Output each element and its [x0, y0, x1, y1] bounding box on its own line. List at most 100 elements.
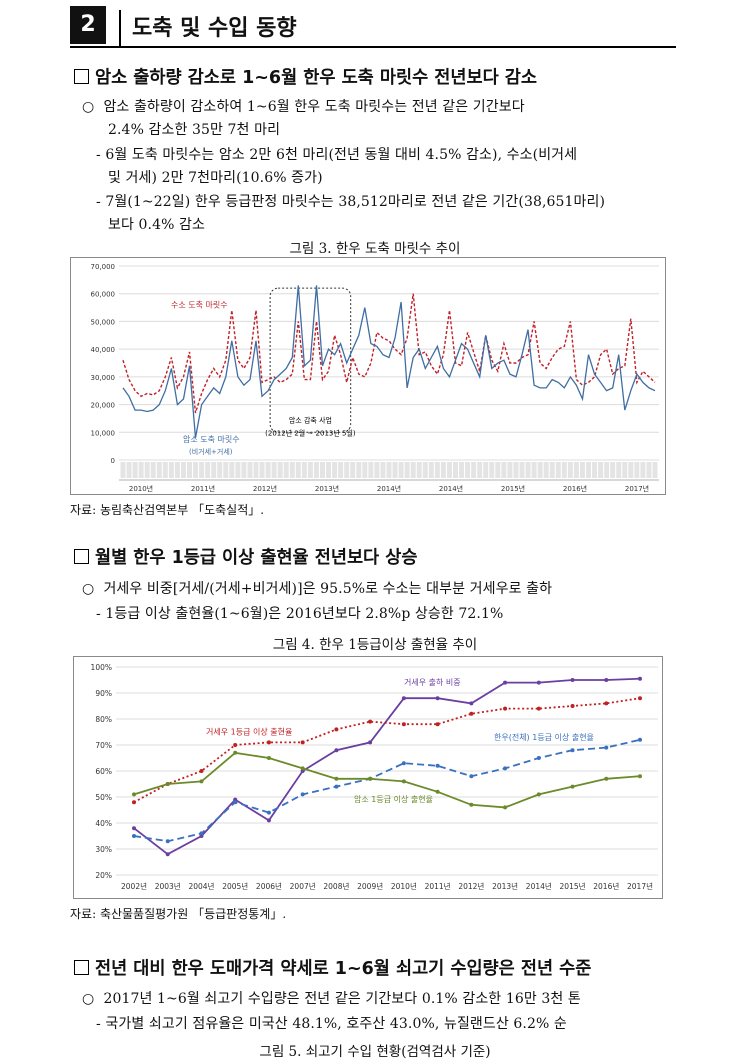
- data-point: [570, 748, 575, 753]
- y-tick-label: 20,000: [91, 402, 116, 410]
- data-point: [435, 789, 440, 794]
- data-point: [401, 779, 406, 784]
- x-tick-label: [579, 462, 585, 478]
- x-tick-label: 2016년: [593, 881, 619, 891]
- x-tick-label: [434, 462, 440, 478]
- series-label: (비거세+거세): [189, 447, 233, 456]
- data-point: [570, 678, 575, 682]
- x-tick-label: [193, 462, 199, 478]
- x-tick-label: [459, 462, 465, 478]
- data-point: [132, 792, 136, 797]
- x-tick-label: [156, 462, 162, 478]
- year-label: 2013년: [315, 484, 339, 493]
- annotation-label: 암소 감축 사업: [289, 416, 332, 425]
- data-point: [435, 696, 440, 701]
- data-point: [199, 831, 204, 836]
- x-tick-label: [277, 462, 283, 478]
- x-tick-label: 2004년: [188, 881, 214, 891]
- x-tick-label: [453, 462, 458, 478]
- x-tick-label: [465, 462, 471, 478]
- x-tick-label: [519, 462, 525, 478]
- y-tick-label: 80%: [95, 715, 112, 724]
- year-label: 2011년: [191, 484, 215, 493]
- figure-source: 자료: 농림축산검역본부 「도축실적」.: [70, 503, 265, 517]
- x-tick-label: [326, 462, 332, 478]
- annotation-box: [269, 287, 352, 433]
- x-tick-label: [622, 462, 628, 478]
- checkbox-square-icon: [74, 69, 89, 84]
- x-tick-label: [567, 462, 573, 478]
- x-tick-label: [646, 462, 652, 478]
- series-label: 암소 1등급 이상 출현율: [354, 794, 433, 804]
- data-point: [604, 701, 609, 706]
- x-tick-label: [483, 462, 489, 478]
- section-header: 2 도축 및 수입 동향: [70, 6, 676, 48]
- section-number: 2: [70, 6, 106, 44]
- x-tick-label: [640, 462, 646, 478]
- x-tick-label: [301, 462, 307, 478]
- x-tick-label: [537, 462, 543, 478]
- x-tick-label: [247, 462, 253, 478]
- x-tick-label: [471, 462, 477, 478]
- data-point: [300, 792, 305, 797]
- data-point: [503, 766, 508, 771]
- circle-bullet-icon: ○: [82, 99, 95, 115]
- x-tick-label: [332, 462, 338, 478]
- x-tick-label: [265, 462, 271, 478]
- x-tick-label: 2006년: [256, 881, 282, 891]
- x-tick-label: [120, 462, 126, 478]
- x-tick-label: 2011년: [425, 881, 451, 891]
- x-tick-label: [628, 462, 634, 478]
- data-point: [503, 805, 508, 810]
- data-point: [233, 750, 238, 755]
- data-point: [469, 711, 474, 716]
- x-tick-label: [549, 462, 555, 478]
- x-tick-label: 2014년: [526, 881, 552, 891]
- series-label: 수소 도축 마릿수: [171, 300, 228, 310]
- x-tick-label: [404, 462, 410, 478]
- x-tick-label: [338, 462, 344, 478]
- y-tick-label: 50,000: [91, 318, 116, 326]
- x-tick-label: [211, 462, 217, 478]
- data-point: [132, 800, 136, 805]
- figure-caption: 그림 4. 한우 1등급이상 출현율 추이: [272, 637, 478, 653]
- x-tick-label: 2013년: [492, 881, 518, 891]
- data-point: [334, 776, 339, 781]
- series-line: [122, 285, 656, 438]
- x-tick-label: [344, 462, 350, 478]
- x-tick-label: [543, 462, 549, 478]
- x-tick-label: 2008년: [323, 881, 349, 891]
- data-point: [132, 834, 136, 838]
- x-tick-label: [199, 462, 205, 478]
- figure-caption: 그림 5. 쇠고기 수입 현황(검역검사 기준): [259, 1044, 491, 1060]
- x-tick-label: [168, 462, 174, 478]
- data-point: [199, 769, 204, 773]
- data-point: [266, 810, 271, 815]
- series-label: 거세우 출하 비중: [404, 677, 461, 687]
- x-tick-label: [320, 462, 325, 478]
- data-point: [165, 782, 170, 786]
- y-tick-label: 0: [111, 457, 115, 465]
- section3-heading: 전년 대비 한우 도매가격 약세로 1~6월 쇠고기 수입량은 전년 수준: [74, 955, 591, 980]
- x-tick-label: [513, 462, 519, 478]
- series-label: 거세우 1등급 이상 출현율: [206, 727, 292, 737]
- data-point: [401, 761, 406, 766]
- dash-line: - 7월(1~22일) 한우 등급판정 마릿수는 38,512마리로 전년 같은…: [96, 194, 606, 210]
- x-tick-label: [356, 462, 362, 478]
- data-point: [638, 774, 642, 779]
- x-tick-label: [229, 462, 235, 478]
- annotation-label: (2012년 2월 ~ 2013년 5월): [265, 429, 356, 438]
- x-tick-label: [132, 462, 138, 478]
- x-tick-label: [531, 462, 537, 478]
- data-point: [570, 784, 575, 789]
- x-tick-label: [253, 462, 259, 478]
- data-point: [199, 779, 204, 784]
- x-tick-label: [223, 462, 229, 478]
- year-label: 2010년: [129, 484, 153, 493]
- dash-line: - 6월 도축 마릿수는 암소 2만 6천 마리(전년 동월 대비 4.5% 감…: [96, 147, 578, 163]
- data-point: [536, 792, 541, 797]
- data-point: [469, 701, 474, 706]
- data-point: [638, 737, 642, 742]
- x-tick-label: [410, 462, 416, 478]
- section2-heading: 월별 한우 1등급 이상 출현율 전년보다 상승: [74, 544, 417, 569]
